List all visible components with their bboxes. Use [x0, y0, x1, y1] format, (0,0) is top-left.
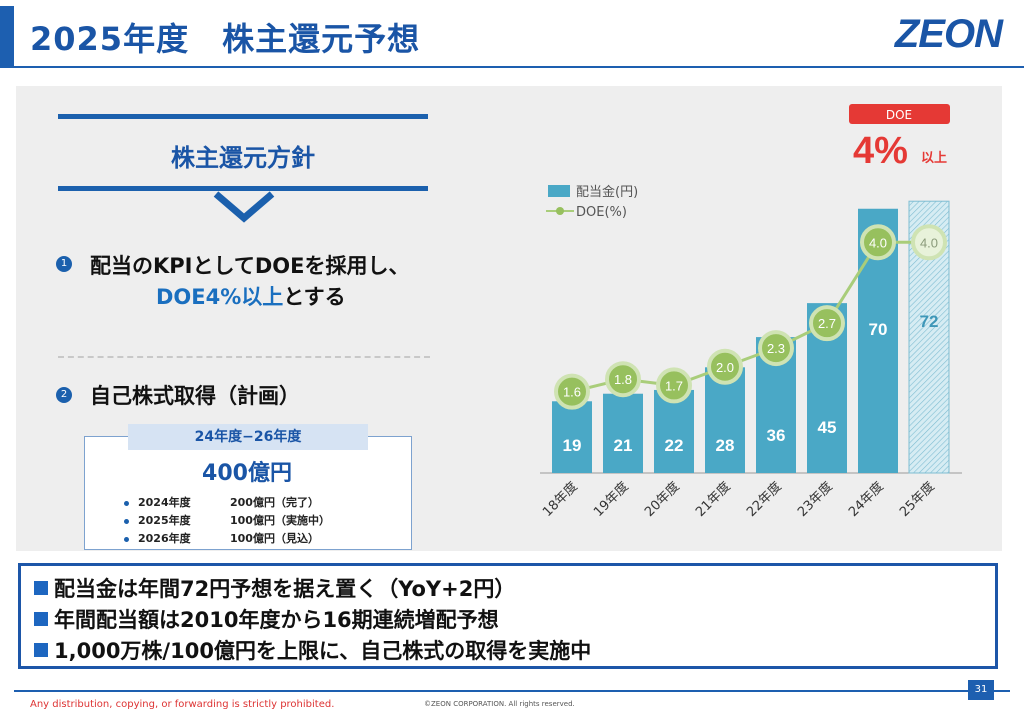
doe-marker: [809, 305, 845, 342]
item-1-line-2-rest: とする: [283, 285, 346, 309]
doe-value-label: 2.0: [716, 360, 734, 375]
zeon-logo: ZEON: [894, 12, 1003, 56]
title-accent-bar: [0, 6, 14, 68]
legend-line-label: DOE(%): [576, 205, 627, 220]
buyback-row: 2026年度 100億円（見込）: [124, 530, 319, 546]
bar-value-label: 19: [563, 436, 582, 455]
doe-marker: [707, 348, 743, 385]
category-label: 21年度: [692, 479, 733, 520]
doe-value-label: 4.0: [869, 235, 887, 250]
dividend-bar: [654, 389, 694, 473]
legend-marker-swatch: [556, 207, 564, 215]
doe-callout-value: 4%: [853, 130, 908, 172]
summary-line-1: 配当金は年間72円予想を据え置く（YoY+2円）: [34, 573, 515, 603]
buyback-total: 400億円: [202, 461, 292, 486]
doe-value-label: 1.6: [563, 385, 581, 400]
buyback-row: 2025年度 100億円（実施中）: [124, 512, 330, 528]
bar-value-label: 21: [614, 436, 633, 455]
legend-bar-label: 配当金(円): [576, 184, 638, 200]
bullet-icon: [124, 536, 129, 542]
doe-marker: [554, 373, 590, 410]
doe-value-label: 1.7: [665, 378, 683, 393]
dividend-bar: [552, 401, 592, 473]
item-2-text: 自己株式取得（計画）: [90, 384, 300, 408]
doe-target-highlight: DOE4%以上: [156, 285, 284, 309]
bar-value-label: 45: [818, 418, 837, 437]
doe-marker: [911, 224, 947, 261]
doe-value-label: 1.8: [614, 372, 632, 387]
bar-value-label: 70: [869, 320, 888, 339]
bullet-icon: [124, 500, 129, 506]
buyback-box: [84, 436, 412, 550]
buyback-period: 24年度−26年度: [128, 424, 368, 450]
category-label: 23年度: [794, 479, 835, 520]
policy-bottom-rule: [58, 186, 428, 191]
bar-value-label: 22: [665, 436, 684, 455]
copyright: ©ZEON CORPORATION. All rights reserved.: [424, 700, 575, 708]
square-bullet-icon: [34, 612, 48, 626]
item-2-badge: 2: [56, 387, 72, 403]
bar-value-label: 72: [920, 312, 939, 331]
distribution-notice: Any distribution, copying, or forwarding…: [30, 699, 335, 710]
category-label: 20年度: [641, 479, 682, 520]
summary-line-2: 年間配当額は2010年度から16期連続増配予想: [34, 604, 499, 634]
doe-callout-suffix: 以上: [921, 151, 947, 166]
doe-marker: [656, 367, 692, 404]
doe-value-label: 2.3: [767, 341, 785, 356]
doe-callout-badge: [849, 104, 950, 124]
down-arrow-icon: [213, 191, 275, 223]
category-label: 19年度: [590, 479, 631, 520]
doe-value-label: 4.0: [920, 235, 938, 250]
item-1-line-2: DOE4%以上とする: [156, 281, 346, 311]
section-divider: [58, 356, 430, 358]
doe-marker: [860, 224, 896, 261]
doe-marker: [758, 330, 794, 367]
square-bullet-icon: [34, 581, 48, 595]
item-1-line-1: 配当のKPIとしてDOEを採用し、: [90, 254, 410, 278]
dividend-bar: [705, 367, 745, 473]
category-label: 18年度: [539, 479, 580, 520]
doe-marker: [605, 361, 641, 398]
footer-divider: [14, 690, 1010, 692]
doe-callout-label: DOE: [886, 108, 912, 122]
item-1-badge: 1: [56, 256, 72, 272]
summary-box: [18, 563, 998, 669]
bullet-icon: [124, 518, 129, 524]
buyback-row: 2024年度 200億円（完了）: [124, 494, 319, 510]
bar-value-label: 28: [716, 436, 735, 455]
summary-line-3: 1,000万株/100億円を上限に、自己株式の取得を実施中: [34, 635, 591, 665]
page-title: 2025年度 株主還元予想: [30, 20, 421, 58]
doe-value-label: 2.7: [818, 316, 836, 331]
title-divider: [14, 66, 1024, 68]
dividend-doe-chart: 19 18年度 21 19年度 22 20年度 28 21年度 36 22年度 45 23年度 70 24…: [539, 104, 962, 520]
category-label: 25年度: [896, 479, 937, 520]
category-label: 24年度: [845, 479, 886, 520]
bar-value-label: 36: [767, 426, 786, 445]
policy-title: 株主還元方針: [171, 144, 315, 172]
page-number: 31: [968, 680, 994, 700]
category-label: 22年度: [743, 479, 784, 520]
square-bullet-icon: [34, 643, 48, 657]
dividend-bar: [603, 393, 643, 473]
policy-top-rule: [58, 114, 428, 119]
legend-bar-swatch: [548, 185, 570, 197]
